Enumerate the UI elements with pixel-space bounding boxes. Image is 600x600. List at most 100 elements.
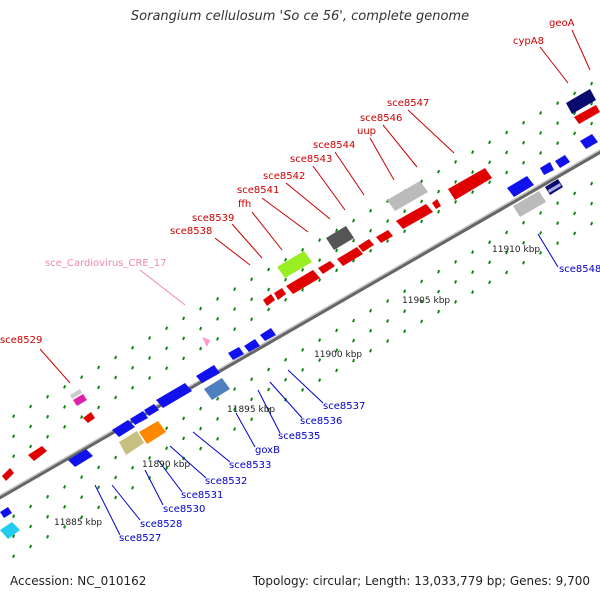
gene-label-sce8546[interactable]: sce8546 xyxy=(360,113,402,124)
position-dot xyxy=(165,446,169,451)
gene-label-sce8531[interactable]: sce8531 xyxy=(181,490,223,501)
position-dot xyxy=(590,121,594,126)
gene-arrow xyxy=(196,365,220,383)
position-dot xyxy=(573,131,577,136)
position-dot xyxy=(165,466,169,471)
position-dot xyxy=(182,436,186,441)
position-dot xyxy=(505,170,509,175)
position-dot xyxy=(46,394,50,399)
gene-label-geoa[interactable]: geoA xyxy=(549,18,575,29)
position-dot xyxy=(29,424,33,429)
gene-label-sce8535[interactable]: sce8535 xyxy=(278,431,320,442)
gene-label-sce8547[interactable]: sce8547 xyxy=(387,98,429,109)
position-dot xyxy=(539,131,543,135)
position-dot xyxy=(114,475,118,480)
leader-line xyxy=(139,269,186,306)
gene-label-cypa8[interactable]: cypA8 xyxy=(513,36,544,47)
position-dot xyxy=(335,328,339,333)
gene-label-sce8530[interactable]: sce8530 xyxy=(163,504,205,515)
gene-label-sce8538[interactable]: sce8538 xyxy=(170,226,212,237)
position-dot xyxy=(420,219,424,224)
gene-label-sce8532[interactable]: sce8532 xyxy=(205,476,247,487)
position-dot xyxy=(386,239,390,243)
gene-label-goxb[interactable]: goxB xyxy=(255,445,280,456)
position-dot xyxy=(471,290,475,294)
position-dot xyxy=(250,277,254,282)
accession-text: Accession: NC_010162 xyxy=(10,574,147,588)
position-dot xyxy=(573,111,577,116)
gene-arrow xyxy=(0,507,12,518)
position-dot xyxy=(80,515,84,519)
position-dot xyxy=(63,485,67,489)
position-dot xyxy=(148,376,152,380)
leader-line xyxy=(257,389,281,434)
gene-label-sce8528[interactable]: sce8528 xyxy=(140,519,182,530)
position-dot xyxy=(420,279,424,284)
upper-strand-features xyxy=(2,89,600,481)
position-dot xyxy=(131,345,135,350)
position-dot xyxy=(454,199,458,204)
gene-label-sce8543[interactable]: sce8543 xyxy=(290,154,332,165)
gene-arrow xyxy=(28,446,47,461)
position-dot xyxy=(199,406,203,411)
position-dot xyxy=(352,338,356,343)
leader-line xyxy=(192,431,231,463)
gene-label-sce8533[interactable]: sce8533 xyxy=(229,460,271,471)
position-dot xyxy=(488,180,492,185)
position-dot xyxy=(182,316,186,321)
position-dot xyxy=(148,336,152,340)
gene-label-sce8537[interactable]: sce8537 xyxy=(323,401,365,412)
position-dot xyxy=(46,534,50,539)
gene-label-uup[interactable]: uup xyxy=(357,126,376,137)
position-dot xyxy=(318,378,322,383)
gene-label-sce8539[interactable]: sce8539 xyxy=(192,213,234,224)
gene-block xyxy=(277,251,312,278)
gene-arrow xyxy=(448,168,492,200)
label-leader-lines xyxy=(39,29,591,536)
position-dot xyxy=(352,358,356,363)
position-dot xyxy=(573,211,577,216)
position-dot xyxy=(216,336,220,341)
gene-label-sce8529[interactable]: sce8529 xyxy=(0,335,42,346)
gene-label-sce8542[interactable]: sce8542 xyxy=(263,171,305,182)
position-dot xyxy=(437,169,441,174)
position-dot xyxy=(369,208,373,213)
upper-label-group: sce8529 sce_Cardiovirus_CRE_17 sce8538 s… xyxy=(0,18,575,346)
position-dot xyxy=(12,414,16,419)
gene-arrow xyxy=(68,449,93,467)
gene-label-ffh[interactable]: ffh xyxy=(238,199,251,210)
position-dot xyxy=(318,338,322,343)
position-dot xyxy=(352,238,356,243)
position-dot xyxy=(46,494,50,499)
tick-label: 11910 kbp xyxy=(492,245,540,255)
position-dot xyxy=(556,241,560,246)
gene-label-sce8548[interactable]: sce8548 xyxy=(559,264,600,275)
position-dots xyxy=(12,81,594,559)
gene-label-sce8527[interactable]: sce8527 xyxy=(119,533,161,544)
position-dot xyxy=(29,404,33,409)
position-dot xyxy=(114,395,118,400)
gene-label-sce8544[interactable]: sce8544 xyxy=(313,140,355,151)
position-dot xyxy=(216,296,220,301)
gene-label-sce8541[interactable]: sce8541 xyxy=(237,185,279,196)
position-dot xyxy=(471,190,475,194)
position-dot xyxy=(216,316,220,321)
position-dot xyxy=(573,191,577,196)
position-dot xyxy=(403,209,407,214)
position-dot xyxy=(216,396,220,401)
gene-label-sce8536[interactable]: sce8536 xyxy=(300,416,342,427)
position-dot xyxy=(97,485,101,490)
gene-label-sce-cardiovirus-cre-17[interactable]: sce_Cardiovirus_CRE_17 xyxy=(45,258,166,269)
leader-line xyxy=(39,348,71,384)
position-dot xyxy=(216,416,220,421)
position-dot xyxy=(556,141,560,146)
position-dot xyxy=(301,248,305,252)
gene-arrow xyxy=(337,247,363,266)
leader-line xyxy=(539,46,569,84)
gene-arrow xyxy=(130,411,148,425)
leader-line xyxy=(334,151,365,196)
position-dot xyxy=(12,434,16,439)
position-dot xyxy=(12,514,16,519)
position-dot xyxy=(46,434,50,439)
